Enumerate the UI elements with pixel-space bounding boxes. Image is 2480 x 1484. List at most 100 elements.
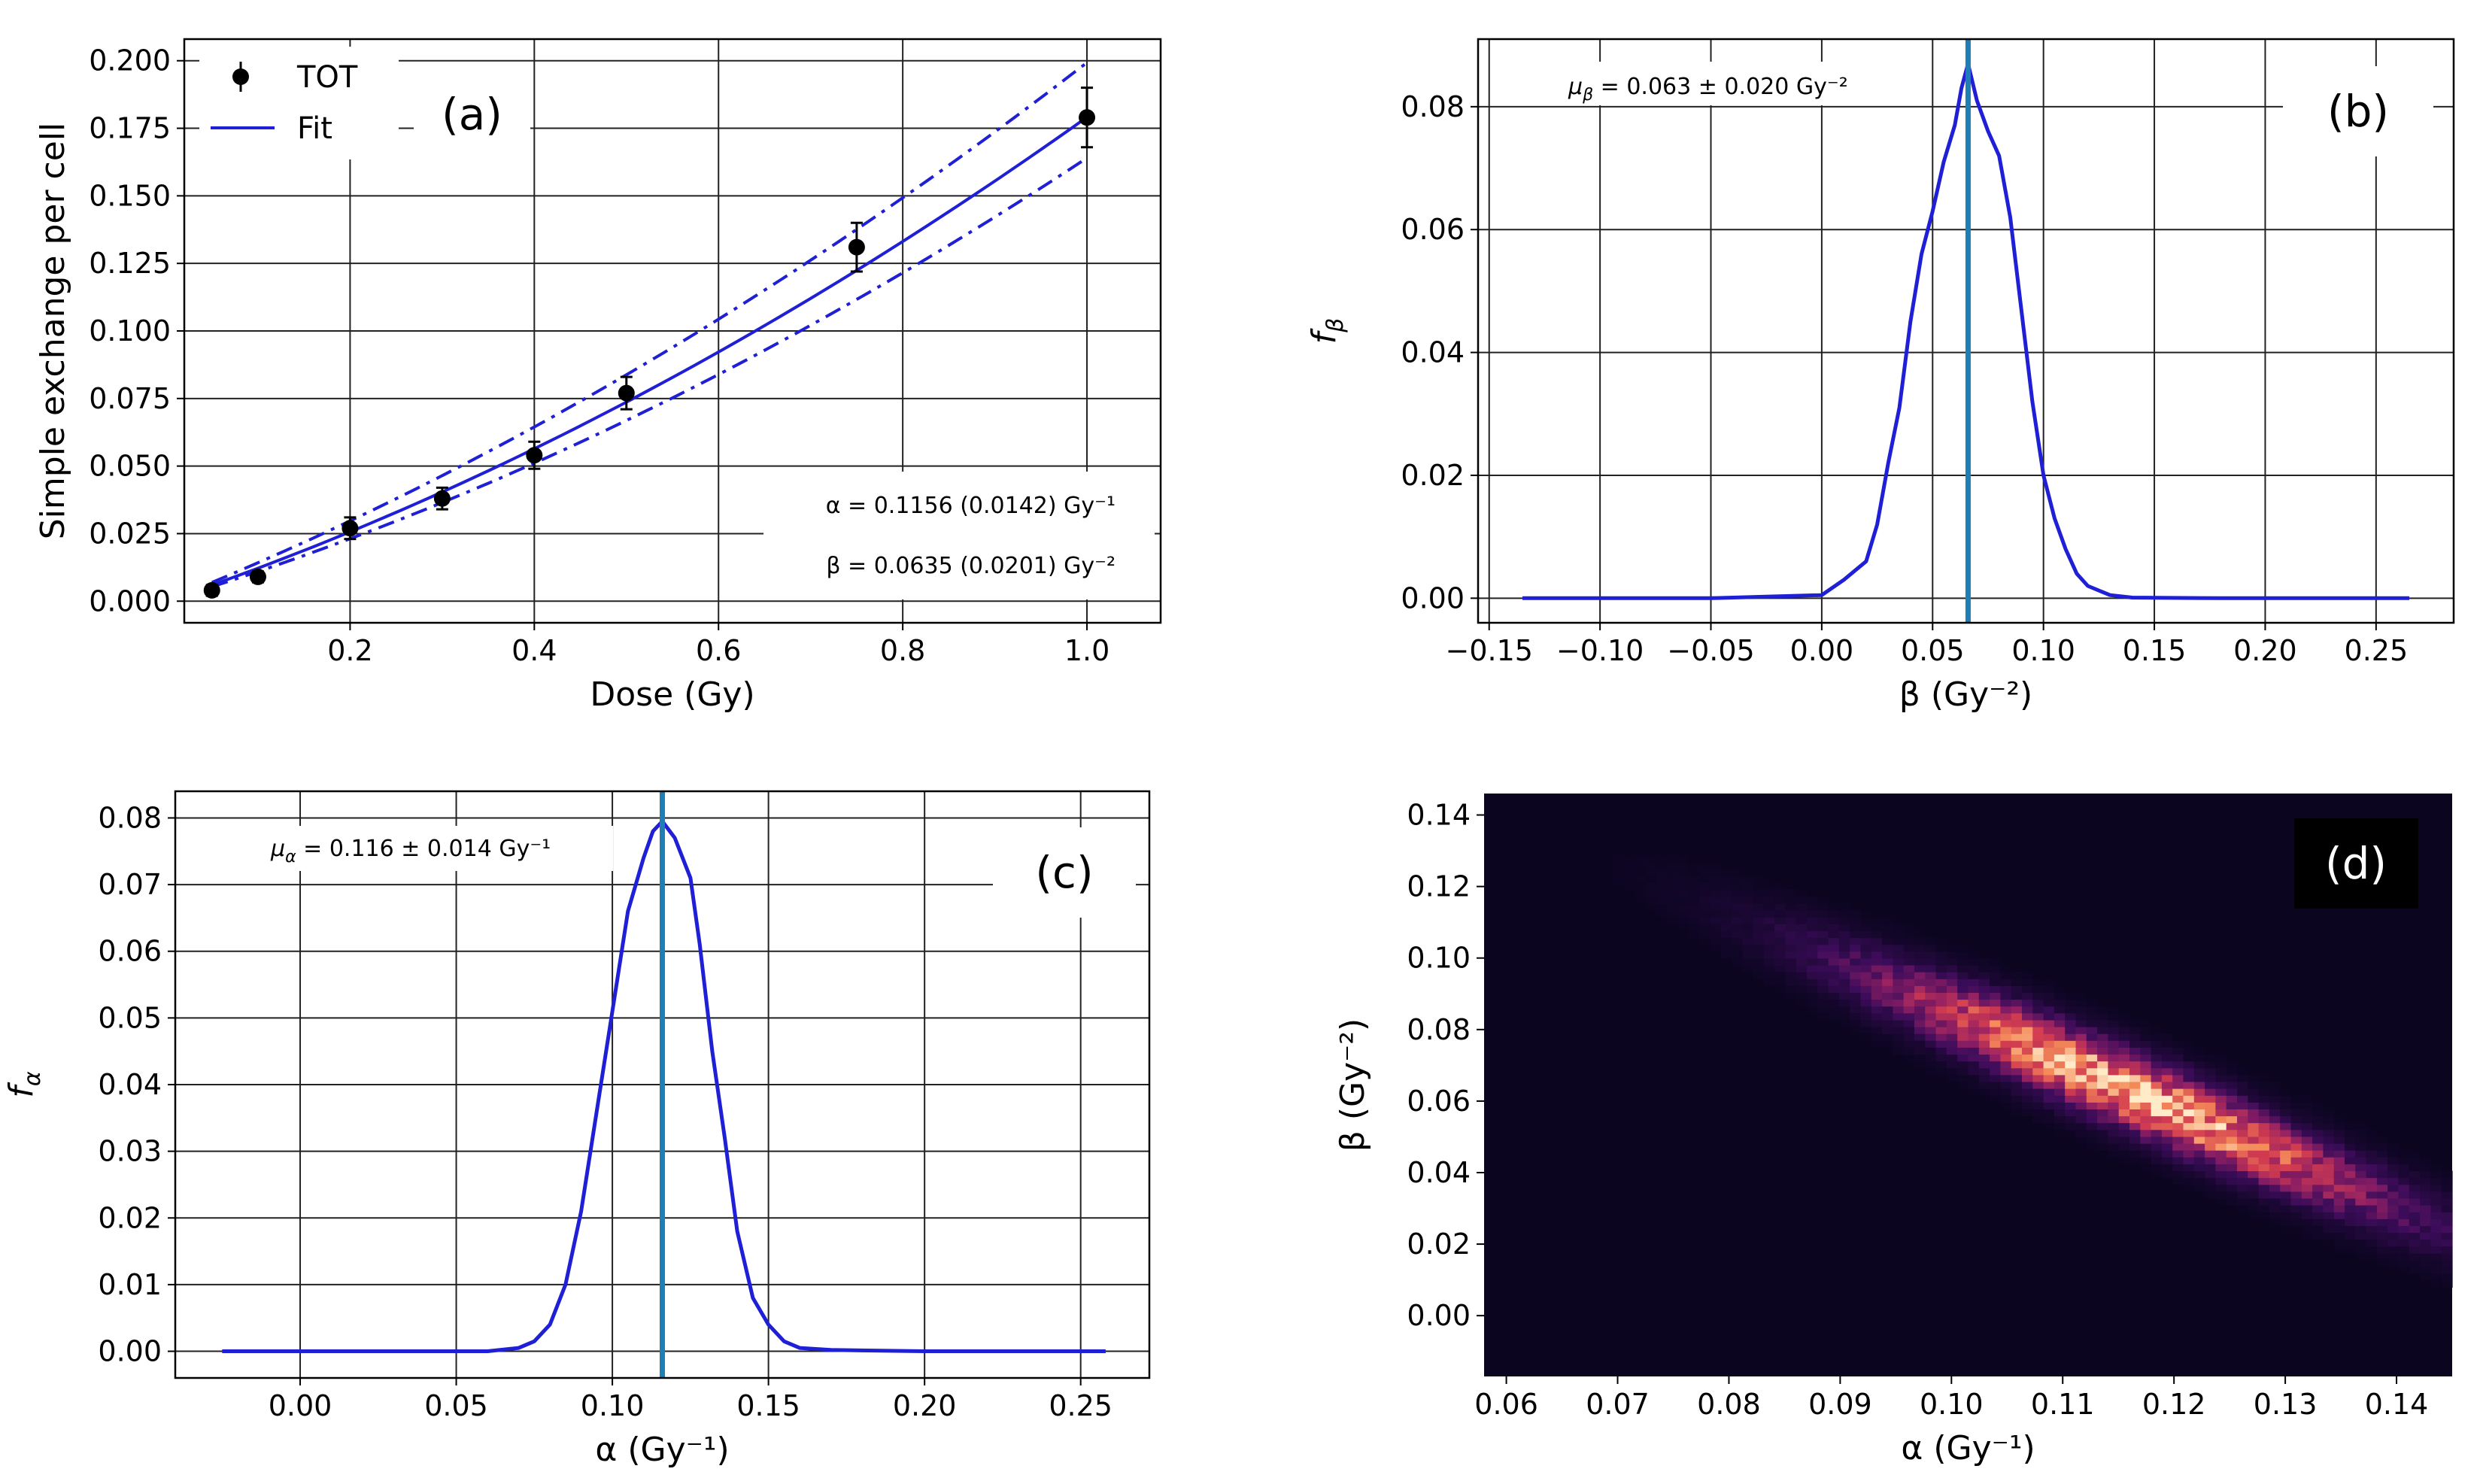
heatmap-cell [2118,1019,2130,1027]
heatmap-cell [2193,1143,2205,1151]
heatmap-cell [2226,1177,2238,1185]
heatmap-cell [2172,1164,2184,1172]
heatmap-cell [1957,979,1969,986]
heatmap-cell [2215,1088,2227,1096]
heatmap-cell [1893,964,1905,973]
heatmap-cell [1871,951,1883,959]
heatmap-cell [2161,1102,2173,1109]
heatmap-cell [2387,1191,2400,1199]
heatmap-cell [2355,1239,2367,1247]
panel-d: 0.06 0.07 0.08 0.09 0.10 0.11 0.12 0.13 0.140.00… [1334,794,2453,1467]
heatmap-cell [2409,1157,2421,1164]
heatmap-cell [1742,930,1754,939]
heatmap-cell [1688,896,1700,904]
heatmap-cell [1720,924,1732,931]
heatmap-cell [2312,1150,2324,1158]
heatmap-cell [2355,1177,2367,1185]
heatmap-cell [1990,1047,2001,1055]
heatmap-cell [1645,876,1657,884]
heatmap-cell [2000,1074,2012,1082]
heatmap-cell [2430,1252,2442,1261]
heatmap-cell [2366,1197,2378,1206]
heatmap-cell [2172,1143,2184,1151]
heatmap-cell [2054,985,2066,993]
heatmap-cell [2333,1143,2345,1151]
heatmap-cell [1795,937,1808,945]
heatmap-cell [2280,1122,2292,1130]
heatmap-cell [2118,1074,2130,1082]
heatmap-cell [1882,951,1893,959]
heatmap-cell [2151,1074,2163,1082]
y-tick-label: 0.00 [98,1335,162,1368]
heatmap-cell [2290,1191,2302,1199]
heatmap-cell [2355,1184,2367,1192]
heatmap-cell [2043,1067,2055,1076]
heatmap-cell [1807,979,1818,986]
heatmap-cell [2430,1164,2442,1172]
heatmap-cell [2430,1191,2442,1199]
heatmap-cell [2022,1061,2033,1069]
heatmap-cell [1731,930,1743,939]
heatmap-cell [2183,1115,2195,1124]
heatmap-cell [2032,1061,2044,1069]
heatmap-cell [2129,1129,2141,1137]
heatmap-cell [2215,1197,2227,1206]
y-tick-label: 0.00 [1407,1299,1471,1332]
heatmap-cell [2129,1061,2141,1069]
heatmap-cell [1817,979,1829,986]
heatmap-cell [1677,855,1689,863]
heatmap-cell [2151,1081,2163,1089]
x-tick-label: 0.06 [1474,1388,1538,1421]
heatmap-cell [2280,1184,2292,1192]
heatmap-cell [2387,1150,2400,1158]
y-tick-label: 0.02 [98,1201,162,1234]
heatmap-cell [2301,1115,2313,1124]
heatmap-cell [1645,896,1657,904]
heatmap-cell [1828,951,1840,959]
heatmap-cell [2323,1232,2335,1240]
heatmap-cell [1742,924,1754,931]
heatmap-cell [2333,1218,2345,1226]
heatmap-cell [2409,1170,2421,1179]
heatmap-cell [2075,1136,2087,1144]
heatmap-cell [2355,1212,2367,1219]
heatmap-cell [2205,1061,2216,1069]
heatmap-cell [2172,1157,2184,1164]
heatmap-cell [1957,999,1969,1007]
heatmap-cell [2290,1122,2302,1130]
heatmap-cell [2441,1280,2453,1288]
heatmap-cell [1807,924,1818,931]
heatmap-cell [1838,957,1850,966]
heatmap-cell [2226,1061,2238,1069]
heatmap-cell [1731,951,1743,959]
heatmap-cell [1613,869,1625,876]
heatmap-cell [2043,1122,2055,1130]
heatmap-cell [2312,1109,2324,1117]
heatmap-cell [1828,999,1840,1007]
heatmap-cell [1978,985,1990,993]
heatmap-cell [1935,937,1947,945]
heatmap-cell [1925,972,1937,979]
heatmap-cell [1656,910,1668,918]
heatmap-cell [1914,1047,1926,1055]
heatmap-cell [1903,957,1915,966]
heatmap-cell [1720,951,1732,959]
y-tick-label: 0.150 [89,179,171,212]
heatmap-cell [2097,1067,2108,1076]
heatmap-cell [2345,1157,2356,1164]
heatmap-cell [1763,930,1775,939]
heatmap-cell [2054,1081,2066,1089]
heatmap-cell [1774,979,1786,986]
heatmap-cell [1828,979,1840,986]
heatmap-cell [2193,1109,2205,1117]
heatmap-cell [2032,992,2044,1000]
heatmap-cell [2420,1177,2431,1185]
heatmap-cell [1903,964,1915,973]
heatmap-cell [2269,1157,2281,1164]
heatmap-cell [2301,1205,2313,1212]
heatmap-cell [1753,924,1765,931]
heatmap-cell [1850,992,1862,1000]
heatmap-cell [2032,985,2044,993]
heatmap-cell [1946,1047,1958,1055]
heatmap-cell [1914,1019,1926,1027]
